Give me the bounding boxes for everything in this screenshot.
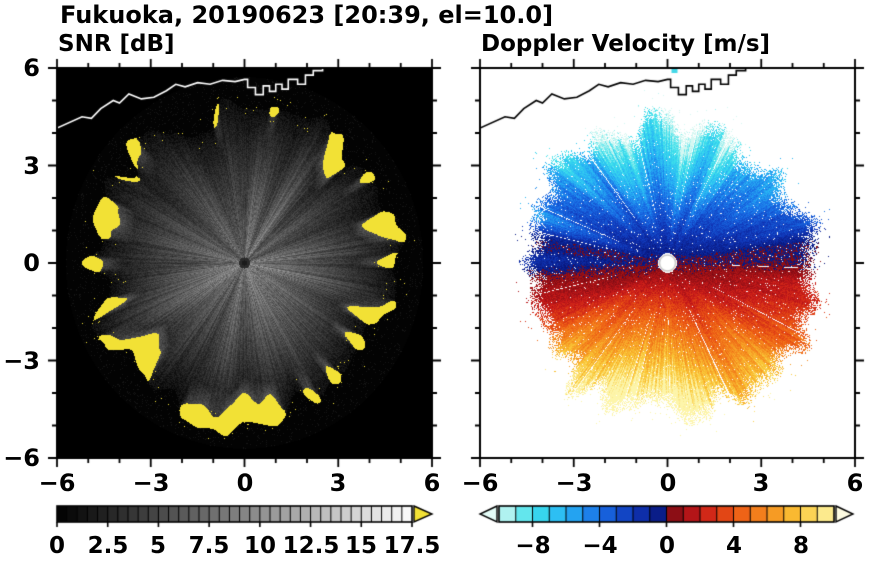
snr-x-tick-label: 6 [423, 469, 441, 497]
velocity-x-tick-label: −6 [461, 469, 499, 497]
snr-x-tick-label: −3 [132, 469, 170, 497]
snr-colorbar-label: 10 [243, 533, 277, 559]
velocity-colorbar-label: 8 [792, 533, 810, 559]
snr-colorbar-label: 0 [48, 533, 66, 559]
y-tick-label: 6 [23, 54, 40, 82]
snr-colorbar-label: 7.5 [188, 533, 230, 559]
velocity-ppi-canvas [464, 52, 870, 474]
snr-x-tick-label: 3 [329, 469, 347, 497]
snr-colorbar-label: 5 [149, 533, 167, 559]
velocity-x-tick-label: −3 [555, 469, 593, 497]
velocity-colorbar-label: 0 [658, 533, 676, 559]
velocity-colorbar-canvas [477, 504, 857, 530]
velocity-x-tick-label: 3 [752, 469, 770, 497]
velocity-x-tick-label: 0 [659, 469, 677, 497]
snr-ppi-canvas [41, 52, 448, 474]
velocity-colorbar-label: −8 [515, 533, 551, 559]
snr-colorbar-label: 15 [344, 533, 378, 559]
snr-colorbar-canvas [55, 504, 435, 530]
snr-colorbar-label: 2.5 [87, 533, 129, 559]
y-tick-label: −3 [3, 347, 40, 375]
snr-x-tick-label: −6 [38, 469, 76, 497]
snr-colorbar-label: 12.5 [282, 533, 340, 559]
velocity-colorbar-label: −4 [582, 533, 618, 559]
y-tick-label: 3 [23, 152, 40, 180]
y-tick-label: −6 [3, 444, 40, 472]
velocity-x-tick-label: 6 [846, 469, 864, 497]
snr-x-tick-label: 0 [236, 469, 254, 497]
snr-colorbar-label: 17.5 [383, 533, 441, 559]
figure-title: Fukuoka, 20190623 [20:39, el=10.0] [60, 1, 554, 29]
velocity-colorbar-label: 4 [725, 533, 743, 559]
y-tick-label: 0 [23, 249, 40, 277]
